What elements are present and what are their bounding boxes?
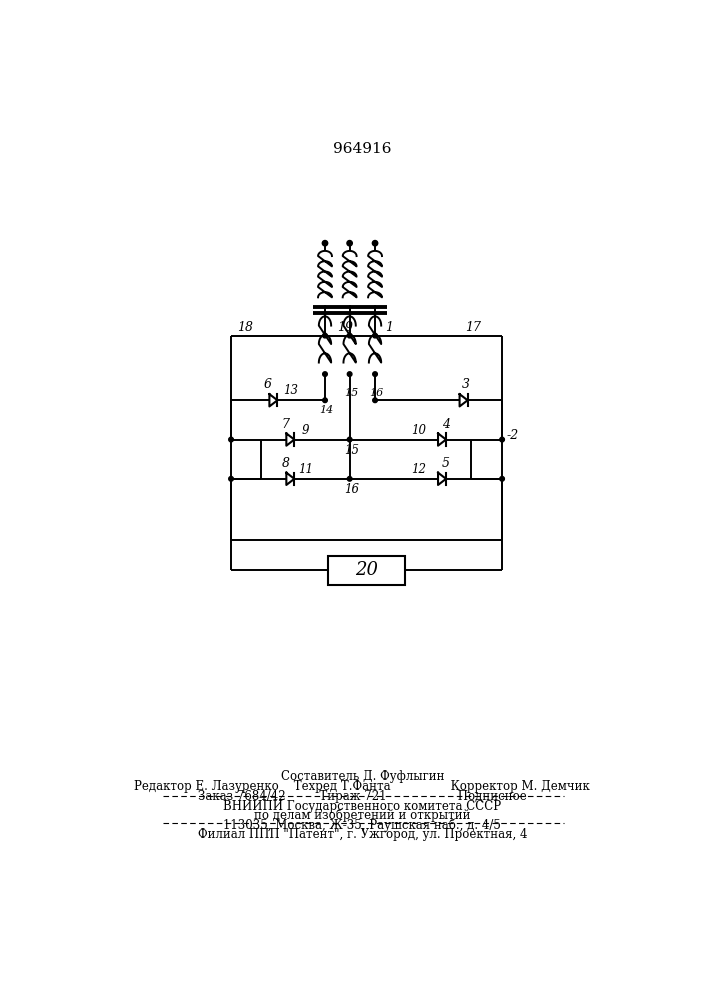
- Text: 4: 4: [442, 418, 450, 431]
- Text: 15: 15: [344, 388, 358, 398]
- Text: 16: 16: [370, 388, 384, 398]
- Text: 14: 14: [320, 405, 334, 415]
- Circle shape: [347, 437, 352, 442]
- Circle shape: [229, 437, 233, 442]
- Text: 8: 8: [281, 457, 290, 470]
- Circle shape: [373, 398, 378, 403]
- Circle shape: [373, 333, 378, 338]
- Text: 964916: 964916: [334, 142, 392, 156]
- Circle shape: [347, 241, 352, 246]
- Text: -2: -2: [507, 429, 519, 442]
- Text: ВНИИПИ Государственного комитета СССР: ВНИИПИ Государственного комитета СССР: [223, 800, 501, 813]
- Text: 6: 6: [263, 378, 271, 391]
- Text: 18: 18: [237, 321, 253, 334]
- Text: 16: 16: [344, 483, 358, 496]
- Text: по делам изобретений и открытий: по делам изобретений и открытий: [254, 809, 471, 822]
- Text: Составитель Д. Фуфлыгин: Составитель Д. Фуфлыгин: [281, 770, 444, 783]
- Text: 15: 15: [344, 444, 358, 457]
- Text: 11: 11: [298, 463, 313, 476]
- Text: 17: 17: [464, 321, 481, 334]
- Circle shape: [500, 437, 504, 442]
- Text: 12: 12: [411, 463, 426, 476]
- Circle shape: [373, 241, 378, 246]
- Text: 5: 5: [442, 457, 450, 470]
- Text: 9: 9: [302, 424, 310, 437]
- Circle shape: [322, 398, 327, 403]
- Text: 1: 1: [385, 321, 393, 334]
- Circle shape: [322, 372, 327, 376]
- Text: 20: 20: [355, 561, 378, 579]
- Circle shape: [322, 333, 327, 338]
- Circle shape: [347, 477, 352, 481]
- Text: 13: 13: [283, 384, 298, 397]
- Text: 19: 19: [337, 321, 353, 334]
- Text: Филиал ППП "Патент", г. Ужгород, ул. Проектная, 4: Филиал ППП "Патент", г. Ужгород, ул. Про…: [197, 828, 527, 841]
- Text: Редактор Е. Лазуренко    Техред Т.Фанта                Корректор М. Демчик: Редактор Е. Лазуренко Техред Т.Фанта Кор…: [134, 780, 590, 793]
- Bar: [328, 556, 405, 585]
- Text: Заказ 7684/42         Тираж 721                   Подписное: Заказ 7684/42 Тираж 721 Подписное: [198, 790, 527, 803]
- Text: 10: 10: [411, 424, 426, 437]
- Text: 7: 7: [281, 418, 290, 431]
- Circle shape: [322, 241, 327, 246]
- Circle shape: [347, 333, 352, 338]
- Circle shape: [500, 477, 504, 481]
- Text: 113035, Москва, Ж-35, Раушская наб., д. 4/5: 113035, Москва, Ж-35, Раушская наб., д. …: [223, 819, 501, 832]
- Circle shape: [229, 477, 233, 481]
- Text: 3: 3: [462, 378, 470, 391]
- Circle shape: [347, 372, 352, 376]
- Circle shape: [373, 372, 378, 376]
